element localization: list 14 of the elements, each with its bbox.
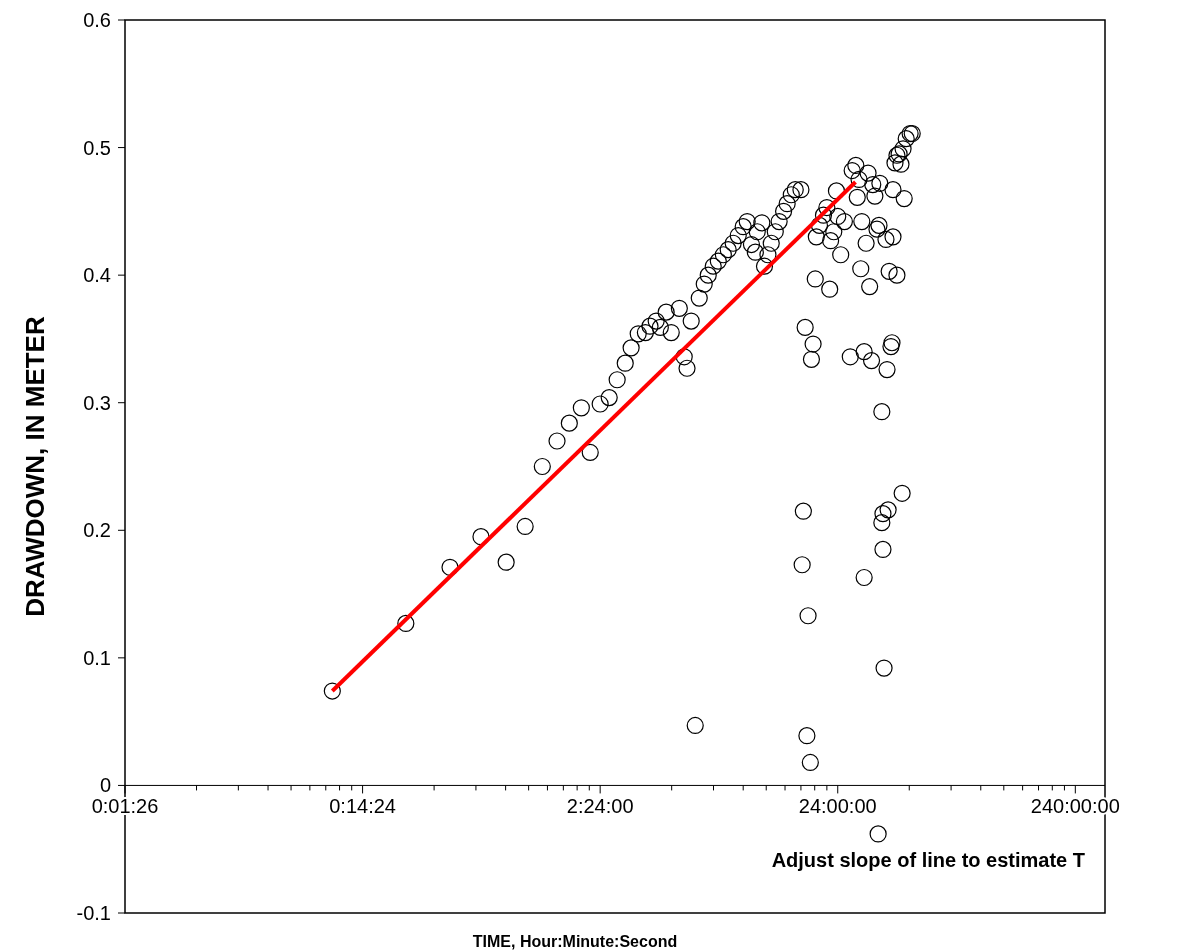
y-tick-label: -0.1 xyxy=(76,902,111,924)
x-tick-label: 24:00:00 xyxy=(798,795,877,818)
x-axis-title: TIME, Hour:Minute:Second xyxy=(472,933,678,950)
y-tick-label: 0.2 xyxy=(83,519,111,542)
annotation: Adjust slope of line to estimate T xyxy=(771,849,1085,872)
x-tick-label: 2:24:00 xyxy=(566,795,634,818)
y-tick-label: 0.3 xyxy=(83,391,111,414)
y-tick-label: 0.6 xyxy=(83,9,111,31)
y-tick-label: 0 xyxy=(99,774,111,797)
y-tick-label: 0.4 xyxy=(83,264,111,287)
y-tick-label: 0.1 xyxy=(83,646,111,669)
y-axis-title: DRAWDOWN, IN METER xyxy=(20,316,50,617)
y-tick-label: 0.5 xyxy=(83,136,111,159)
x-tick-label: 0:14:24 xyxy=(329,795,396,818)
